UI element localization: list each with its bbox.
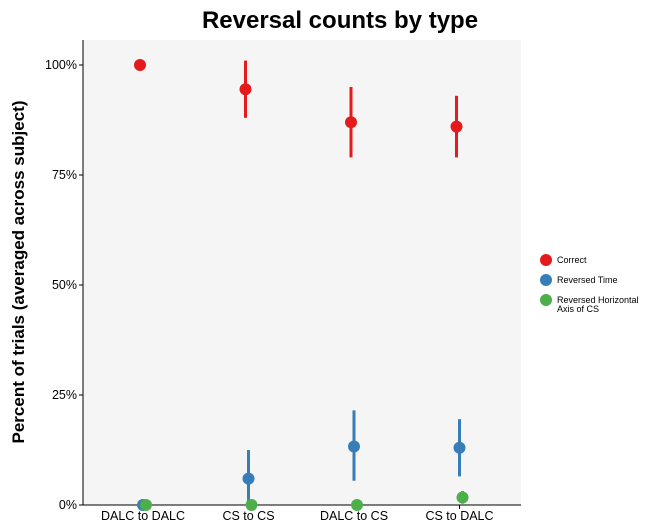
y-axis-label: Percent of trials (averaged across subje…	[9, 101, 28, 444]
data-point	[453, 441, 466, 454]
y-tick-label: 25%	[52, 388, 77, 402]
series-reversed-horizontal-axis-of-cs	[140, 490, 469, 511]
data-point	[242, 472, 255, 485]
chart-title: Reversal counts by type	[202, 7, 478, 34]
legend-key	[540, 274, 552, 286]
y-tick-label: 0%	[59, 498, 77, 512]
series-correct	[134, 59, 463, 158]
y-tick-label: 75%	[52, 168, 77, 182]
chart-marks	[134, 59, 469, 511]
data-point	[140, 499, 152, 511]
x-tick-label: DALC to CS	[320, 509, 388, 520]
legend-label: Axis of CS	[557, 304, 599, 314]
data-point	[450, 120, 463, 133]
data-point	[348, 440, 360, 453]
x-tick-label: DALC to DALC	[101, 509, 185, 520]
y-tick-label: 50%	[52, 278, 77, 292]
x-tick-label: CS to DALC	[425, 509, 493, 520]
x-tick-label: CS to CS	[222, 509, 274, 520]
data-point	[351, 499, 363, 511]
data-point	[345, 116, 357, 129]
legend-label: Reversed Time	[557, 275, 618, 285]
plot-panel	[83, 40, 521, 505]
legend-item: Reversed Time	[540, 274, 618, 286]
data-point	[456, 491, 469, 504]
legend-item: Correct	[540, 254, 587, 266]
data-point	[245, 499, 258, 511]
y-tick-label: 100%	[45, 58, 77, 72]
legend-label: Reversed Horizontal	[557, 295, 639, 305]
legend-label: Correct	[557, 255, 587, 265]
data-point	[134, 59, 146, 71]
legend-key	[540, 294, 552, 306]
legend: Correct Reversed Time Reversed HorizontalA…	[540, 254, 639, 314]
data-point	[239, 83, 252, 96]
axes: 0% 25% 50% 75% 100% DALC to DALC CS to CS DALC …	[45, 40, 521, 520]
legend-key	[540, 254, 552, 266]
